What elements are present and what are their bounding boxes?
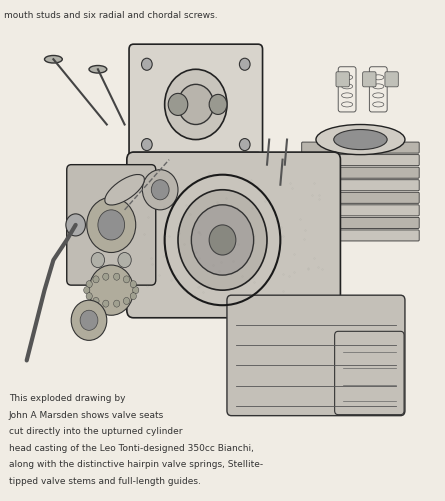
- Circle shape: [84, 287, 90, 294]
- Circle shape: [133, 287, 139, 294]
- Text: This exploded drawing by: This exploded drawing by: [9, 393, 125, 402]
- Circle shape: [142, 139, 152, 151]
- FancyBboxPatch shape: [127, 153, 340, 318]
- Circle shape: [123, 298, 129, 305]
- Circle shape: [168, 94, 188, 116]
- Ellipse shape: [89, 66, 107, 74]
- Ellipse shape: [334, 130, 387, 150]
- Text: mouth studs and six radial and chordal screws.: mouth studs and six radial and chordal s…: [4, 11, 218, 20]
- Circle shape: [178, 190, 267, 291]
- Circle shape: [113, 274, 120, 281]
- Circle shape: [239, 59, 250, 71]
- FancyBboxPatch shape: [67, 165, 156, 286]
- FancyBboxPatch shape: [385, 73, 398, 88]
- Circle shape: [86, 293, 92, 300]
- FancyBboxPatch shape: [227, 296, 405, 416]
- FancyBboxPatch shape: [302, 193, 419, 204]
- Circle shape: [89, 266, 134, 316]
- Circle shape: [130, 281, 137, 288]
- Circle shape: [87, 198, 136, 253]
- Circle shape: [142, 59, 152, 71]
- Circle shape: [113, 301, 120, 308]
- Ellipse shape: [105, 175, 144, 205]
- FancyBboxPatch shape: [302, 218, 419, 229]
- Text: cut directly into the upturned cylinder: cut directly into the upturned cylinder: [9, 426, 182, 435]
- FancyBboxPatch shape: [335, 332, 404, 415]
- FancyBboxPatch shape: [363, 73, 376, 88]
- Circle shape: [71, 301, 107, 341]
- Circle shape: [91, 253, 105, 268]
- Circle shape: [86, 281, 92, 288]
- FancyBboxPatch shape: [131, 153, 260, 183]
- FancyBboxPatch shape: [302, 230, 419, 241]
- Ellipse shape: [316, 125, 405, 155]
- FancyBboxPatch shape: [302, 205, 419, 216]
- FancyBboxPatch shape: [336, 73, 349, 88]
- Circle shape: [103, 301, 109, 308]
- Circle shape: [191, 205, 254, 276]
- FancyBboxPatch shape: [302, 180, 419, 191]
- Circle shape: [130, 293, 137, 300]
- Ellipse shape: [44, 56, 62, 64]
- Circle shape: [239, 139, 250, 151]
- Circle shape: [178, 85, 214, 125]
- FancyBboxPatch shape: [302, 143, 419, 154]
- FancyBboxPatch shape: [302, 168, 419, 179]
- FancyBboxPatch shape: [302, 155, 419, 166]
- Text: John A Marsden shows valve seats: John A Marsden shows valve seats: [9, 410, 164, 419]
- Text: head casting of the Leo Tonti-designed 350cc Bianchi,: head casting of the Leo Tonti-designed 3…: [9, 443, 254, 452]
- Circle shape: [98, 210, 125, 240]
- Circle shape: [165, 70, 227, 140]
- Circle shape: [151, 180, 169, 200]
- Circle shape: [103, 274, 109, 281]
- Circle shape: [123, 276, 129, 283]
- Circle shape: [142, 170, 178, 210]
- Circle shape: [209, 95, 227, 115]
- Circle shape: [93, 276, 99, 283]
- Circle shape: [209, 225, 236, 256]
- FancyBboxPatch shape: [129, 45, 263, 165]
- Circle shape: [66, 214, 85, 236]
- Text: tipped valve stems and full-length guides.: tipped valve stems and full-length guide…: [9, 476, 201, 485]
- Text: along with the distinctive hairpin valve springs, Stellite-: along with the distinctive hairpin valve…: [9, 459, 263, 468]
- Circle shape: [80, 311, 98, 331]
- Circle shape: [118, 253, 131, 268]
- Circle shape: [93, 298, 99, 305]
